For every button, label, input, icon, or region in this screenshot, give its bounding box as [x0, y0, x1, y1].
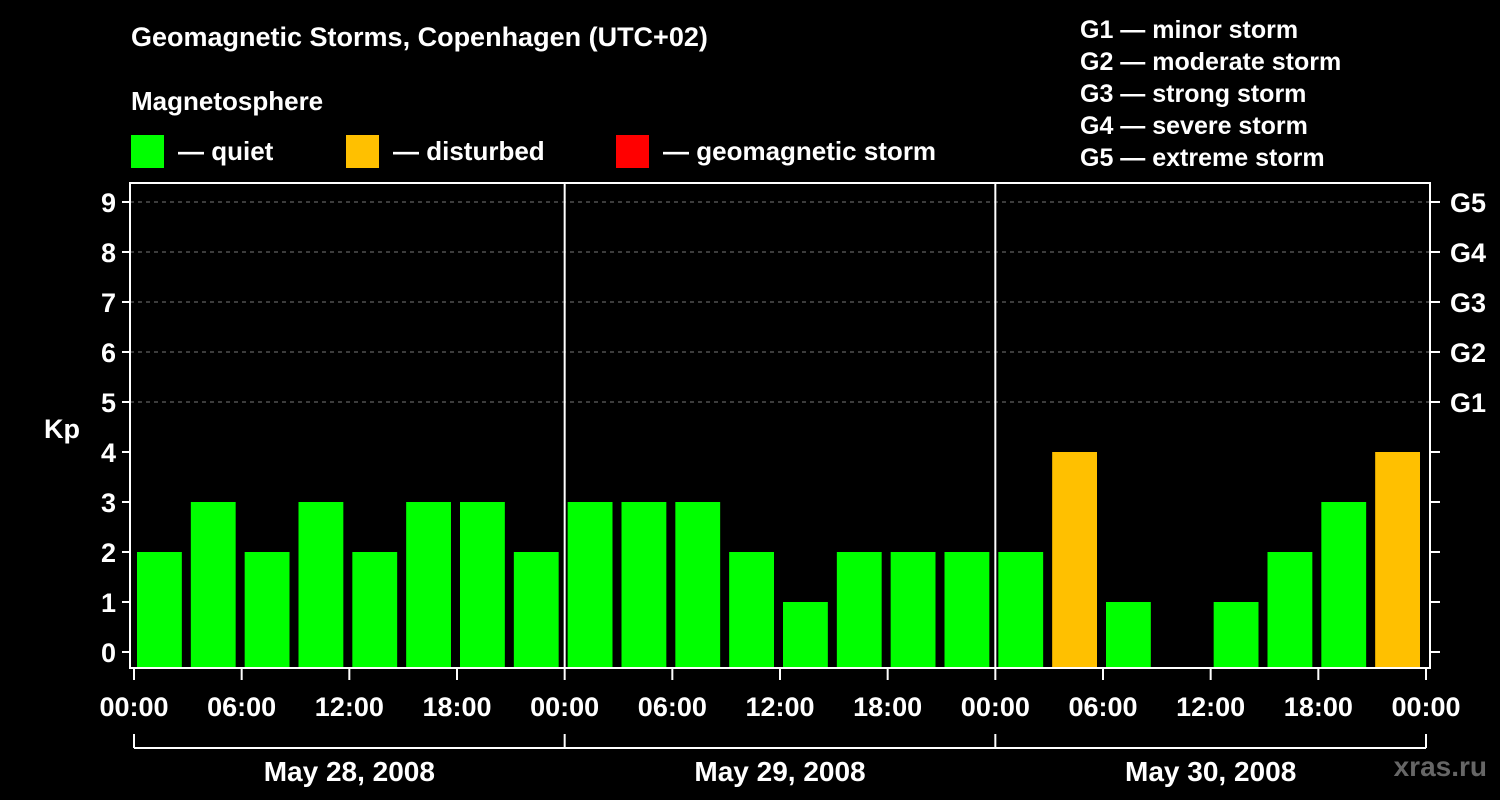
kp-bar-1: [190, 502, 236, 668]
watermark: xras.ru: [1393, 751, 1487, 782]
kp-bar-7: [513, 552, 559, 668]
kp-bar-9: [621, 502, 667, 668]
legend-title: Magnetosphere: [131, 86, 324, 116]
y-axis-title: Kp: [44, 414, 80, 444]
storm-scale-g3: G3 — strong storm: [1080, 80, 1307, 108]
y-tick-label-9: 9: [101, 188, 116, 218]
kp-bar-6: [460, 502, 505, 668]
date-label-1: May 29, 2008: [694, 756, 865, 787]
y-tick-label-7: 7: [101, 288, 116, 318]
x-tick-label-9: 06:00: [1068, 692, 1137, 722]
legend-disturbed-swatch: [346, 134, 379, 168]
kp-bar-13: [836, 552, 882, 668]
g-scale-label-2: G2: [1450, 338, 1486, 368]
storm-scale-g1: G1 — minor storm: [1080, 16, 1299, 44]
storm-scale-g5: G5 — extreme storm: [1080, 144, 1325, 172]
kp-bar-3: [298, 502, 344, 668]
legend-disturbed: — disturbed: [346, 134, 545, 168]
g-scale-label-4: G4: [1450, 238, 1486, 268]
y-tick-label-4: 4: [101, 438, 116, 468]
kp-bar-11: [729, 552, 774, 668]
x-tick-label-2: 12:00: [315, 692, 384, 722]
date-label-0: May 28, 2008: [264, 756, 435, 787]
kp-bar-20: [1213, 602, 1259, 668]
x-tick-label-8: 00:00: [961, 692, 1030, 722]
x-tick-label-6: 12:00: [745, 692, 814, 722]
legend-disturbed-label: — disturbed: [393, 135, 545, 166]
y-tick-label-8: 8: [101, 238, 116, 268]
kp-bar-21: [1267, 552, 1313, 668]
legend-storm-swatch: [616, 134, 649, 168]
x-tick-label-0: 00:00: [99, 692, 168, 722]
x-tick-label-11: 18:00: [1284, 692, 1353, 722]
g-scale-label-3: G3: [1450, 288, 1486, 318]
kp-bar-18: [1106, 602, 1151, 668]
date-label-2: May 30, 2008: [1125, 756, 1296, 787]
kp-bar-2: [244, 552, 290, 668]
x-tick-label-7: 18:00: [853, 692, 922, 722]
kp-bar-23: [1375, 452, 1420, 668]
kp-bar-15: [944, 552, 990, 668]
kp-bar-0: [137, 552, 182, 668]
y-tick-label-6: 6: [101, 338, 116, 368]
y-tick-label-3: 3: [101, 488, 116, 518]
kp-bar-4: [352, 552, 398, 668]
kp-bar-17: [1052, 452, 1097, 668]
x-tick-label-5: 06:00: [638, 692, 707, 722]
kp-bar-14: [890, 552, 936, 668]
x-tick-label-10: 12:00: [1176, 692, 1245, 722]
kp-bar-5: [406, 502, 451, 668]
kp-bar-8: [567, 502, 613, 668]
legend-storm: — geomagnetic storm: [616, 134, 936, 168]
legend-storm-label: — geomagnetic storm: [663, 135, 937, 166]
legend-quiet-swatch: [131, 134, 164, 168]
x-tick-label-1: 06:00: [207, 692, 276, 722]
legend-quiet: — quiet: [131, 134, 273, 168]
x-tick-label-12: 00:00: [1391, 692, 1460, 722]
storm-scale-g4: G4 — severe storm: [1080, 112, 1308, 140]
storm-scale-g2: G2 — moderate storm: [1080, 48, 1342, 76]
y-tick-label-1: 1: [101, 588, 116, 618]
kp-bar-10: [675, 502, 721, 668]
chart-title: Geomagnetic Storms, Copenhagen (UTC+02): [131, 22, 708, 52]
kp-bar-16: [998, 552, 1044, 668]
y-tick-label-5: 5: [101, 388, 116, 418]
kp-bar-22: [1321, 502, 1367, 668]
g-scale-label-1: G1: [1450, 388, 1486, 418]
g-scale-label-5: G5: [1450, 188, 1486, 218]
y-tick-label-0: 0: [101, 638, 116, 668]
legend-quiet-label: — quiet: [178, 135, 274, 166]
x-tick-label-4: 00:00: [530, 692, 599, 722]
kp-bar-12: [783, 602, 828, 668]
x-tick-label-3: 18:00: [422, 692, 491, 722]
storm-scale-list: G1 — minor storm G2 — moderate storm G3 …: [1080, 14, 1341, 174]
y-tick-label-2: 2: [101, 538, 116, 568]
